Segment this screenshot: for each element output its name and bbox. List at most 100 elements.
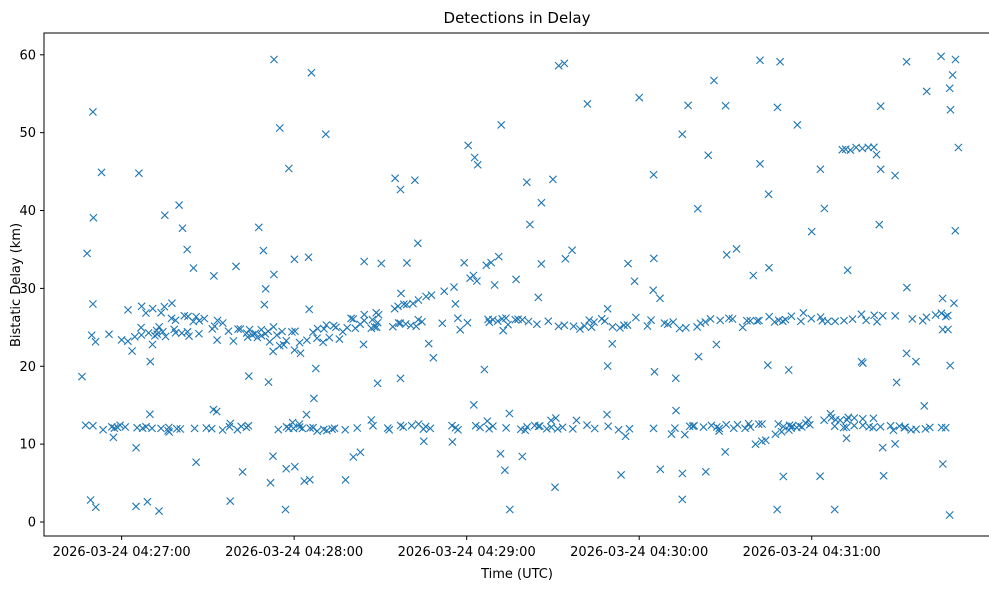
- detection-marker: [265, 337, 274, 346]
- detection-marker: [535, 422, 544, 430]
- detection-marker: [872, 150, 881, 159]
- detection-marker: [948, 71, 957, 79]
- detection-marker: [421, 422, 430, 431]
- detection-marker: [130, 332, 139, 341]
- detection-marker: [183, 327, 192, 336]
- detection-marker: [826, 409, 835, 418]
- detection-marker: [158, 327, 167, 336]
- detection-marker: [951, 55, 960, 64]
- detection-marker: [912, 425, 921, 434]
- detection-marker: [669, 318, 678, 327]
- detection-marker: [99, 425, 108, 434]
- detection-marker: [649, 254, 658, 263]
- detection-marker: [706, 314, 715, 323]
- detection-marker: [209, 271, 218, 280]
- detection-marker: [143, 497, 152, 506]
- detection-marker: [208, 324, 217, 333]
- detection-marker: [272, 331, 281, 340]
- detection-marker: [470, 153, 479, 162]
- detection-marker: [617, 470, 626, 479]
- detection-marker: [152, 326, 161, 335]
- detection-marker: [218, 319, 227, 327]
- detection-marker: [807, 314, 816, 323]
- detection-marker: [715, 424, 724, 433]
- detection-marker: [269, 347, 278, 356]
- detection-marker: [290, 462, 299, 471]
- detection-marker: [920, 401, 929, 410]
- detection-marker: [429, 353, 438, 362]
- detection-marker: [83, 249, 92, 258]
- detection-marker: [160, 302, 169, 311]
- detection-marker: [525, 220, 534, 229]
- detection-marker: [823, 317, 832, 326]
- detection-marker: [649, 286, 658, 295]
- detection-marker: [569, 322, 578, 331]
- detection-marker: [497, 120, 506, 129]
- detection-marker: [269, 270, 278, 279]
- detection-marker: [801, 419, 810, 428]
- detection-marker: [97, 168, 106, 177]
- detection-marker: [264, 378, 273, 387]
- detection-marker: [298, 424, 307, 433]
- detection-marker: [88, 300, 97, 308]
- detection-marker: [891, 439, 900, 448]
- detection-marker: [438, 319, 447, 328]
- detection-marker: [625, 424, 634, 433]
- detection-marker: [758, 420, 766, 428]
- detection-marker: [234, 325, 243, 334]
- detection-marker: [377, 259, 386, 268]
- detection-marker: [876, 422, 885, 431]
- detection-marker: [212, 407, 221, 416]
- detection-marker: [796, 317, 805, 326]
- detection-marker: [781, 315, 790, 324]
- detection-marker: [869, 423, 878, 432]
- detection-marker: [784, 366, 793, 374]
- detection-marker: [846, 146, 855, 155]
- detection-marker: [269, 452, 277, 461]
- detection-marker: [137, 323, 146, 332]
- detection-marker: [128, 347, 137, 355]
- detection-marker: [320, 324, 328, 333]
- detection-marker: [213, 336, 222, 345]
- detection-marker: [192, 458, 201, 467]
- detection-marker: [831, 317, 840, 326]
- detection-marker: [721, 101, 730, 110]
- detection-marker: [89, 213, 98, 222]
- detection-marker: [304, 253, 313, 262]
- detection-marker: [524, 317, 533, 326]
- detection-marker: [144, 328, 153, 337]
- detection-marker: [848, 315, 857, 324]
- detection-marker: [869, 143, 878, 152]
- detection-marker: [715, 427, 724, 436]
- detection-marker: [944, 325, 952, 334]
- detection-marker: [192, 312, 201, 321]
- detection-marker: [603, 362, 612, 370]
- detection-marker: [490, 281, 499, 289]
- detection-marker: [422, 292, 431, 301]
- detection-marker: [779, 422, 788, 431]
- detection-marker: [351, 324, 360, 333]
- detection-marker: [941, 312, 950, 321]
- detection-marker: [684, 101, 693, 110]
- detection-marker: [321, 130, 330, 139]
- detection-marker: [368, 315, 377, 324]
- detection-marker: [110, 424, 119, 433]
- detection-marker: [544, 317, 553, 326]
- detection-marker: [472, 277, 481, 285]
- detection-marker: [141, 309, 150, 317]
- detection-marker: [426, 424, 435, 433]
- detection-marker: [716, 316, 725, 325]
- detection-marker: [137, 302, 146, 311]
- detection-marker: [330, 424, 339, 433]
- detection-marker: [132, 443, 141, 452]
- detection-marker: [518, 315, 527, 324]
- detection-marker: [165, 428, 174, 436]
- detection-marker: [291, 327, 299, 336]
- detection-marker: [696, 319, 705, 328]
- detection-marker: [167, 314, 176, 323]
- detection-marker: [951, 226, 960, 235]
- detection-marker: [456, 325, 465, 334]
- detection-marker: [360, 316, 369, 325]
- detection-marker: [370, 323, 379, 331]
- detection-marker: [523, 422, 532, 431]
